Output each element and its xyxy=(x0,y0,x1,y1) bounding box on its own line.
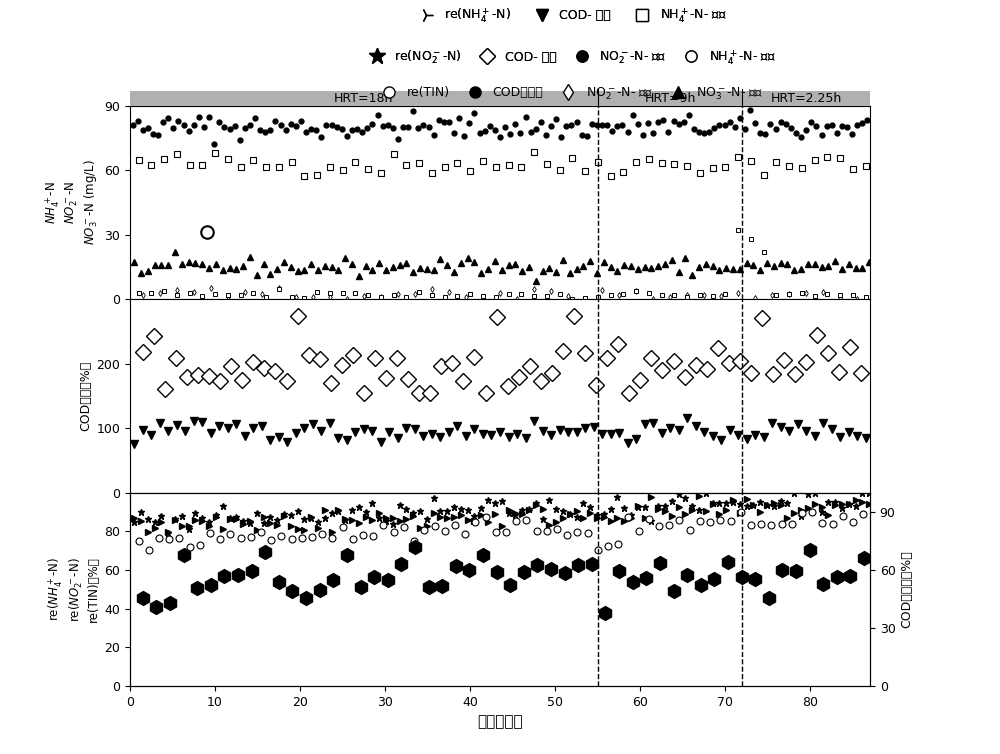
X-axis label: 时间（天）: 时间（天） xyxy=(477,715,523,729)
Y-axis label: re($NH_4^+$-N)
re($NO_2^-$-N)
re(TIN)（%）: re($NH_4^+$-N) re($NO_2^-$-N) re(TIN)（%） xyxy=(46,556,100,622)
Y-axis label: $NH_4^+$-N
$NO_2^-$-N
$NO_3^-$-N (mg/L): $NH_4^+$-N $NO_2^-$-N $NO_3^-$-N (mg/L) xyxy=(43,160,100,245)
Text: HRT=9h: HRT=9h xyxy=(644,91,696,105)
Text: HRT=18h: HRT=18h xyxy=(334,91,394,105)
Legend: re(NH$_4^+$-N), COD- 进水, NH$_4^+$-N- 进水: re(NH$_4^+$-N), COD- 进水, NH$_4^+$-N- 进水 xyxy=(414,6,726,25)
Text: HRT=2.25h: HRT=2.25h xyxy=(771,91,842,105)
Y-axis label: COD去除率（%）: COD去除率（%） xyxy=(900,550,913,628)
Y-axis label: COD浓度（%）: COD浓度（%） xyxy=(79,360,92,431)
Legend: re(NO$_2^-$-N), COD- 出水, NO$_2^-$-N- 进水, NH$_4^+$-N- 出水: re(NO$_2^-$-N), COD- 出水, NO$_2^-$-N- 进水,… xyxy=(364,48,776,66)
Legend: re(TIN), COD去除率, NO$_2^-$-N- 出水, NO$_3^-$-N- 出水: re(TIN), COD去除率, NO$_2^-$-N- 出水, NO$_3^-… xyxy=(377,85,763,102)
Bar xyxy=(130,90,870,106)
